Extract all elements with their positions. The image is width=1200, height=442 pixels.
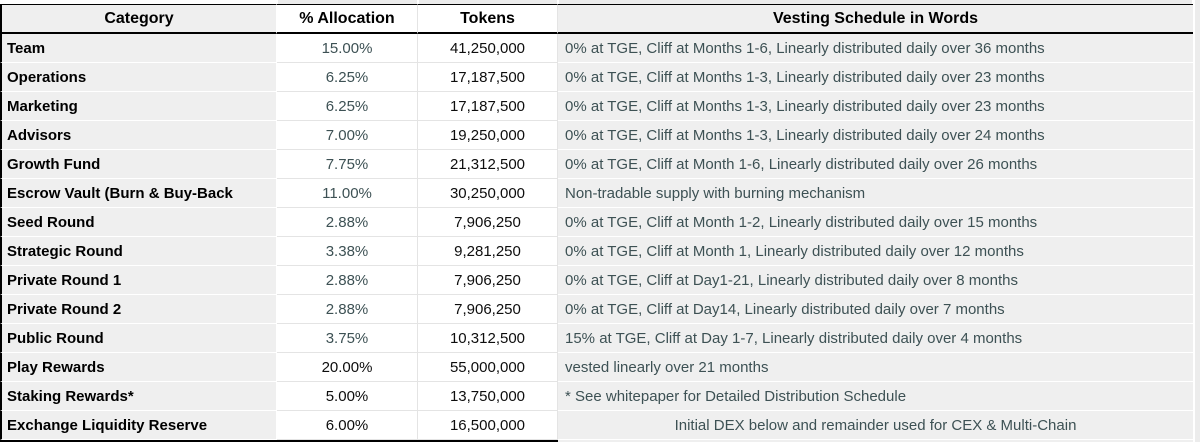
allocation-cell-staking-rewards[interactable]: 5.00% bbox=[277, 382, 418, 411]
tokens-cell-advisors[interactable]: 19,250,000 bbox=[418, 121, 558, 150]
tokens-cell-private-round-2[interactable]: 7,906,250 bbox=[418, 295, 558, 324]
category-cell-private-round-2[interactable]: Private Round 2 bbox=[0, 295, 277, 324]
column-header-allocation[interactable]: % Allocation bbox=[277, 4, 418, 34]
allocation-cell-marketing[interactable]: 6.25% bbox=[277, 92, 418, 121]
tokens-cell-exchange-liquidity-reserve[interactable]: 16,500,000 bbox=[418, 411, 558, 440]
category-cell-staking-rewards[interactable]: Staking Rewards* bbox=[0, 382, 277, 411]
allocation-cell-public-round[interactable]: 3.75% bbox=[277, 324, 418, 353]
vesting-cell-public-round[interactable]: 15% at TGE, Cliff at Day 1-7, Linearly d… bbox=[558, 324, 1193, 353]
allocation-cell-exchange-liquidity-reserve[interactable]: 6.00% bbox=[277, 411, 418, 440]
tokens-cell-strategic-round[interactable]: 9,281,250 bbox=[418, 237, 558, 266]
allocation-cell-team[interactable]: 15.00% bbox=[277, 34, 418, 63]
category-cell-escrow-vault-burn-buy-back[interactable]: Escrow Vault (Burn & Buy-Back bbox=[0, 179, 277, 208]
vesting-cell-escrow-vault-burn-buy-back[interactable]: Non-tradable supply with burning mechani… bbox=[558, 179, 1193, 208]
category-cell-exchange-liquidity-reserve[interactable]: Exchange Liquidity Reserve bbox=[0, 411, 277, 440]
allocation-table: Category% Allocation Tokens Vesting Schedu… bbox=[0, 4, 1193, 440]
vesting-cell-staking-rewards[interactable]: * See whitepaper for Detailed Distributi… bbox=[558, 382, 1193, 411]
allocation-cell-seed-round[interactable]: 2.88% bbox=[277, 208, 418, 237]
vesting-cell-play-rewards[interactable]: vested linearly over 21 months bbox=[558, 353, 1193, 382]
column-header-category[interactable]: Category bbox=[0, 4, 277, 34]
category-cell-operations[interactable]: Operations bbox=[0, 63, 277, 92]
vesting-cell-exchange-liquidity-reserve[interactable]: Initial DEX below and remainder used for… bbox=[558, 411, 1193, 440]
category-cell-marketing[interactable]: Marketing bbox=[0, 92, 277, 121]
cell-sliver bbox=[419, 0, 557, 4]
cut-off-column-right bbox=[1193, 0, 1200, 442]
tokens-cell-private-round-1[interactable]: 7,906,250 bbox=[418, 266, 558, 295]
cell-sliver bbox=[278, 0, 417, 4]
tokens-cell-escrow-vault-burn-buy-back[interactable]: 30,250,000 bbox=[418, 179, 558, 208]
category-cell-public-round[interactable]: Public Round bbox=[0, 324, 277, 353]
category-cell-advisors[interactable]: Advisors bbox=[0, 121, 277, 150]
tokens-cell-seed-round[interactable]: 7,906,250 bbox=[418, 208, 558, 237]
allocation-cell-growth-fund[interactable]: 7.75% bbox=[277, 150, 418, 179]
tokens-cell-play-rewards[interactable]: 55,000,000 bbox=[418, 353, 558, 382]
cut-off-row-above bbox=[0, 0, 1200, 4]
allocation-cell-private-round-1[interactable]: 2.88% bbox=[277, 266, 418, 295]
tokens-cell-public-round[interactable]: 10,312,500 bbox=[418, 324, 558, 353]
allocation-cell-private-round-2[interactable]: 2.88% bbox=[277, 295, 418, 324]
category-cell-seed-round[interactable]: Seed Round bbox=[0, 208, 277, 237]
column-header-tokens[interactable]: Tokens bbox=[418, 4, 558, 34]
category-cell-private-round-1[interactable]: Private Round 1 bbox=[0, 266, 277, 295]
allocation-cell-strategic-round[interactable]: 3.38% bbox=[277, 237, 418, 266]
column-header-vesting-schedule-in-words[interactable]: Vesting Schedule in Words bbox=[558, 4, 1193, 34]
vesting-column-bottom-fill bbox=[558, 440, 1193, 442]
tokens-cell-staking-rewards[interactable]: 13,750,000 bbox=[418, 382, 558, 411]
tokens-cell-marketing[interactable]: 17,187,500 bbox=[418, 92, 558, 121]
vesting-cell-advisors[interactable]: 0% at TGE, Cliff at Months 1-3, Linearly… bbox=[558, 121, 1193, 150]
cell-sliver bbox=[1195, 0, 1200, 442]
vesting-cell-private-round-1[interactable]: 0% at TGE, Cliff at Day1-21, Linearly di… bbox=[558, 266, 1193, 295]
vesting-cell-strategic-round[interactable]: 0% at TGE, Cliff at Month 1, Linearly di… bbox=[558, 237, 1193, 266]
tokens-cell-operations[interactable]: 17,187,500 bbox=[418, 63, 558, 92]
cell-sliver bbox=[559, 0, 1192, 4]
category-cell-team[interactable]: Team bbox=[0, 34, 277, 63]
vesting-cell-seed-round[interactable]: 0% at TGE, Cliff at Month 1-2, Linearly … bbox=[558, 208, 1193, 237]
allocation-cell-play-rewards[interactable]: 20.00% bbox=[277, 353, 418, 382]
table-bottom-border bbox=[0, 440, 558, 442]
tokens-cell-growth-fund[interactable]: 21,312,500 bbox=[418, 150, 558, 179]
vesting-cell-marketing[interactable]: 0% at TGE, Cliff at Months 1-3, Linearly… bbox=[558, 92, 1193, 121]
allocation-cell-advisors[interactable]: 7.00% bbox=[277, 121, 418, 150]
tokens-cell-team[interactable]: 41,250,000 bbox=[418, 34, 558, 63]
category-cell-strategic-round[interactable]: Strategic Round bbox=[0, 237, 277, 266]
category-cell-growth-fund[interactable]: Growth Fund bbox=[0, 150, 277, 179]
allocation-cell-escrow-vault-burn-buy-back[interactable]: 11.00% bbox=[277, 179, 418, 208]
vesting-cell-growth-fund[interactable]: 0% at TGE, Cliff at Month 1-6, Linearly … bbox=[558, 150, 1193, 179]
category-cell-play-rewards[interactable]: Play Rewards bbox=[0, 353, 277, 382]
vesting-cell-operations[interactable]: 0% at TGE, Cliff at Months 1-3, Linearly… bbox=[558, 63, 1193, 92]
allocation-cell-operations[interactable]: 6.25% bbox=[277, 63, 418, 92]
vesting-cell-team[interactable]: 0% at TGE, Cliff at Months 1-6, Linearly… bbox=[558, 34, 1193, 63]
vesting-cell-private-round-2[interactable]: 0% at TGE, Cliff at Day14, Linearly dist… bbox=[558, 295, 1193, 324]
